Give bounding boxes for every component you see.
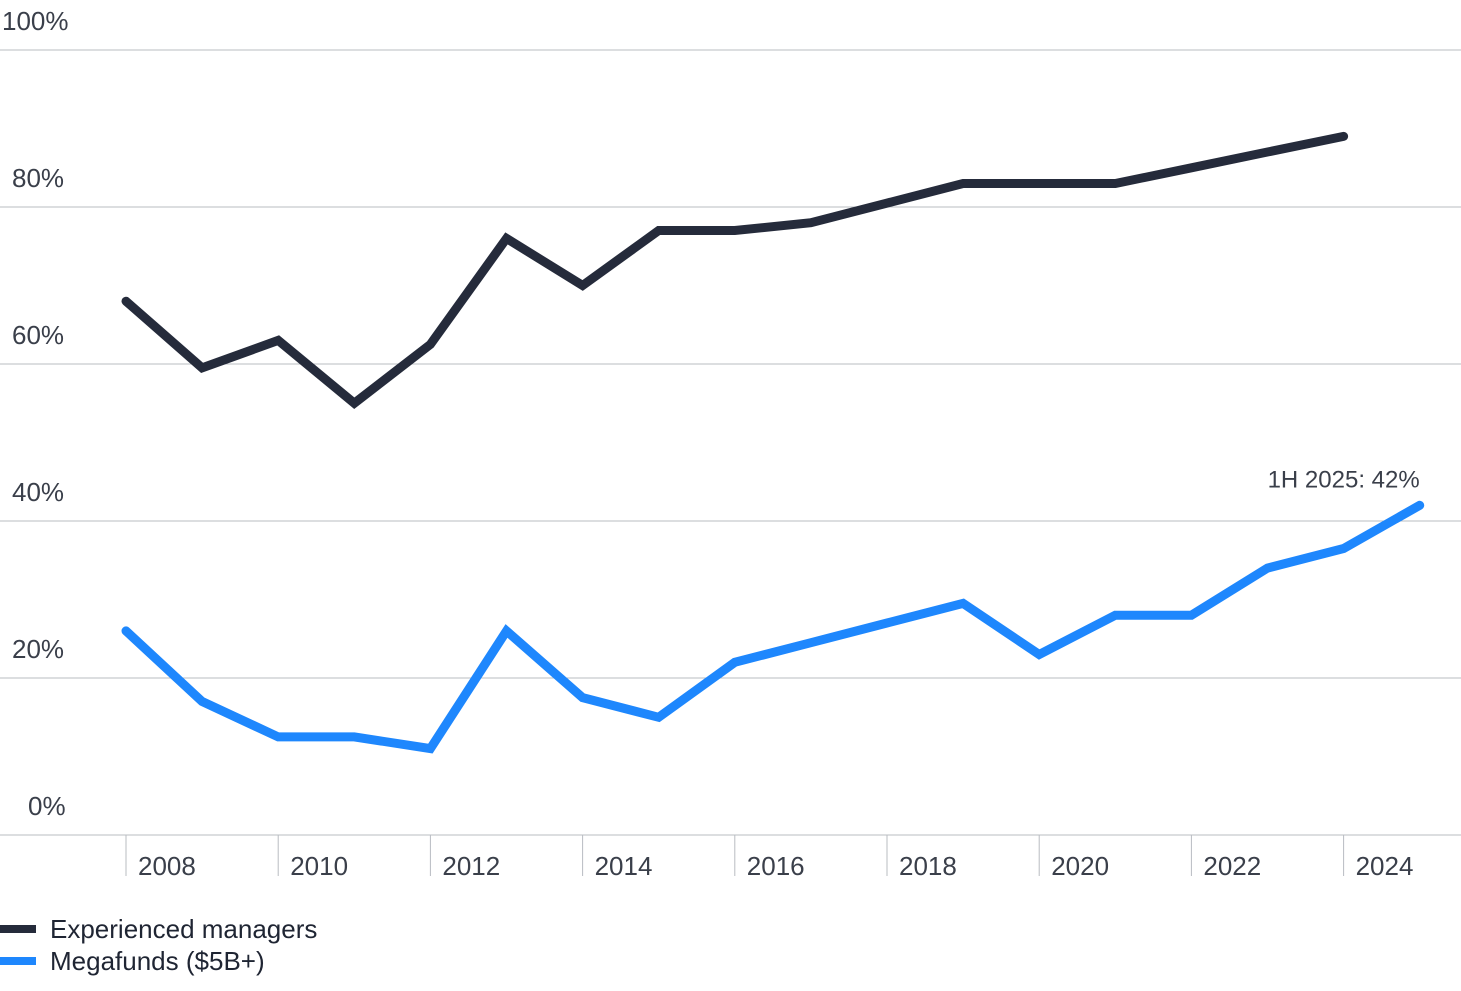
annotations: 1H 2025: 42%	[1268, 466, 1420, 493]
x-tick-label: 2018	[899, 851, 957, 881]
x-tick-label: 2008	[138, 851, 196, 881]
y-axis-tick-labels: 100% 80% 60% 40% 20% 0%	[2, 6, 69, 821]
legend-label: Megafunds ($5B+)	[50, 946, 265, 976]
x-tick-label: 2020	[1051, 851, 1109, 881]
legend-label: Experienced managers	[50, 914, 317, 944]
x-tick-label: 2022	[1203, 851, 1261, 881]
data-label-annotation: 1H 2025: 42%	[1268, 466, 1420, 493]
x-tick-label: 2010	[290, 851, 348, 881]
x-tick-label: 2012	[442, 851, 500, 881]
y-tick-label: 100%	[2, 6, 69, 36]
x-tick-label: 2024	[1356, 851, 1414, 881]
gridlines	[0, 49, 1461, 679]
series-line-1	[121, 500, 1425, 754]
y-tick-label: 40%	[12, 477, 64, 507]
y-tick-label: 0%	[28, 791, 66, 821]
y-tick-label: 80%	[12, 163, 64, 193]
x-axis-ticks: 2008 2010 2012 2014 2016 2018 2020 2022 2024	[125, 835, 1414, 881]
y-tick-label: 60%	[12, 320, 64, 350]
series-line-0	[121, 131, 1349, 409]
x-tick-label: 2016	[747, 851, 805, 881]
y-tick-label: 20%	[12, 634, 64, 664]
x-tick-label: 2014	[595, 851, 653, 881]
series-lines	[121, 131, 1425, 754]
